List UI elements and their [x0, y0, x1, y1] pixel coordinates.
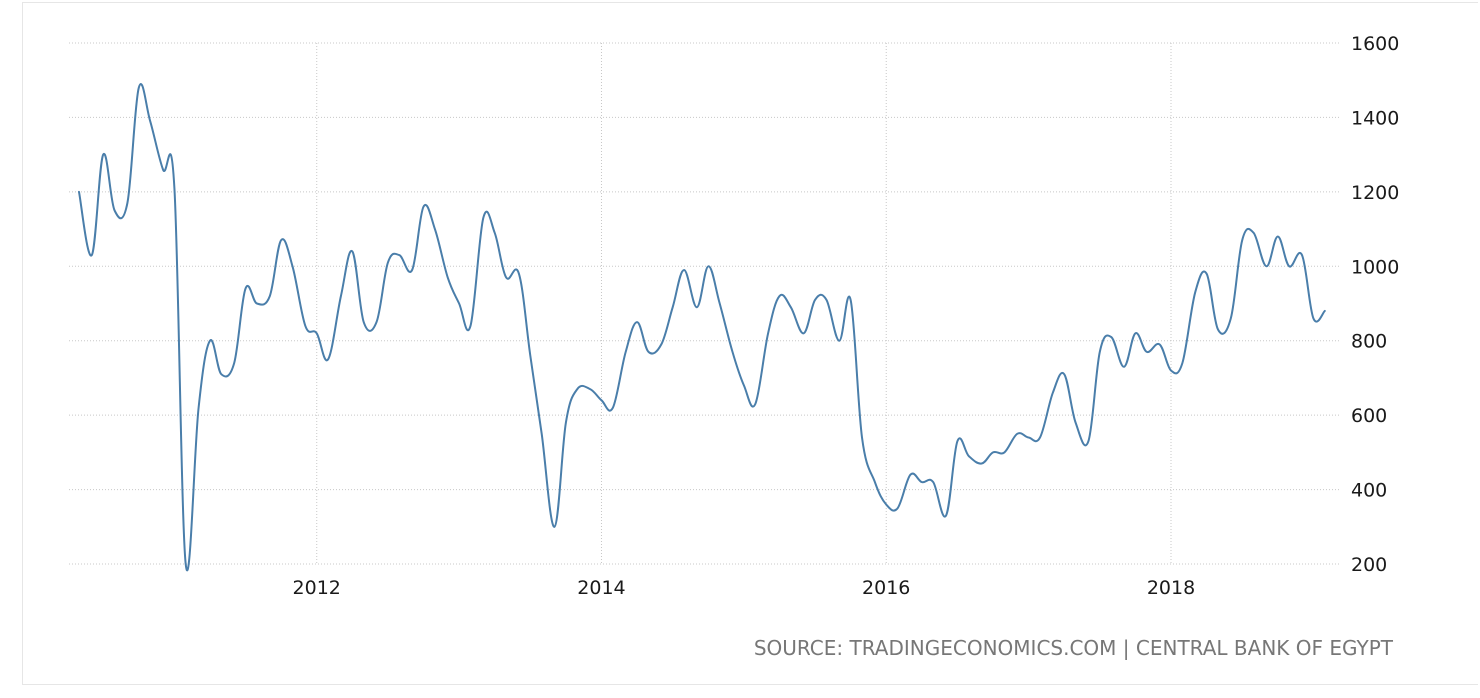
y-tick-label: 1000 [1351, 256, 1399, 278]
y-axis: 200 400 600 800 1000 1200 1400 1600 [1351, 33, 1399, 576]
y-tick-label: 800 [1351, 331, 1387, 353]
x-tick-label: 2012 [293, 577, 341, 599]
series-layer [78, 83, 1326, 572]
source-text: SOURCE: TRADINGECONOMICS.COM | CENTRAL B… [754, 636, 1394, 660]
y-tick-label: 1400 [1351, 107, 1399, 129]
y-tick-label: 200 [1351, 554, 1387, 576]
chart-frame: 200 400 600 800 1000 1200 1400 1600 2012 2014 201… [22, 2, 1478, 685]
x-tick-label: 2016 [862, 577, 910, 599]
x-tick-label: 2018 [1147, 577, 1195, 599]
x-axis: 2012 2014 2016 2018 [293, 577, 1196, 599]
y-tick-label: 600 [1351, 405, 1387, 427]
y-tick-label: 400 [1351, 480, 1387, 502]
y-tick-label: 1600 [1351, 33, 1399, 55]
y-tick-label: 1200 [1351, 182, 1399, 204]
x-tick-label: 2014 [577, 577, 625, 599]
series-line [78, 83, 1326, 572]
